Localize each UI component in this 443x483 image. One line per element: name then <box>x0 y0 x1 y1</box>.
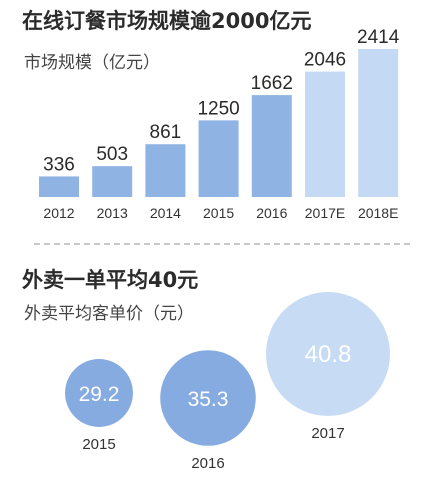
bar-category-label: 2013 <box>97 205 128 221</box>
bubble-chart-subtitle: 外卖平均客单价（元） <box>24 304 194 324</box>
bubble-2016 <box>160 350 256 446</box>
bubble-chart-title: 外卖一单平均40元 <box>22 268 199 292</box>
bubble-value-label: 35.3 <box>188 388 229 411</box>
bar-2014 <box>145 144 186 197</box>
market-size-bar-chart: 336 2012 503 2013 861 2014 1250 2015 1662 2016 204… <box>39 27 400 221</box>
bar-2018E <box>358 49 399 197</box>
bar-category-label: 2015 <box>203 205 234 221</box>
bar-2012 <box>39 176 79 197</box>
bar-category-label: 2017E <box>305 205 345 221</box>
bar-2017E <box>305 71 345 197</box>
bar-value-label: 1250 <box>197 98 239 119</box>
bar-value-label: 336 <box>43 154 75 175</box>
bar-value-label: 2414 <box>357 27 400 48</box>
bar-chart-title: 在线订餐市场规模逾2000亿元 <box>22 9 312 33</box>
bubble-2015 <box>65 359 133 427</box>
bubble-category-label: 2017 <box>311 425 344 442</box>
bar-2015 <box>198 120 239 197</box>
bar-value-label: 861 <box>150 122 182 143</box>
bar-value-label: 2046 <box>304 50 346 71</box>
bar-category-label: 2018E <box>358 205 398 221</box>
bar-2016 <box>251 95 292 197</box>
bubble-2017 <box>266 292 390 416</box>
bar-chart-subtitle: 市场规模（亿元） <box>24 53 160 73</box>
bar-value-label: 503 <box>96 144 128 165</box>
bar-value-label: 1662 <box>251 73 293 94</box>
bubble-value-label: 40.8 <box>305 341 352 368</box>
bubble-category-label: 2016 <box>191 455 224 472</box>
bar-category-label: 2016 <box>256 205 287 221</box>
bubble-value-label: 29.2 <box>79 383 120 406</box>
bubble-category-label: 2015 <box>82 436 115 453</box>
bar-2013 <box>92 166 133 197</box>
section-divider <box>34 243 410 245</box>
bar-category-label: 2014 <box>150 205 181 221</box>
bar-category-label: 2012 <box>43 205 74 221</box>
